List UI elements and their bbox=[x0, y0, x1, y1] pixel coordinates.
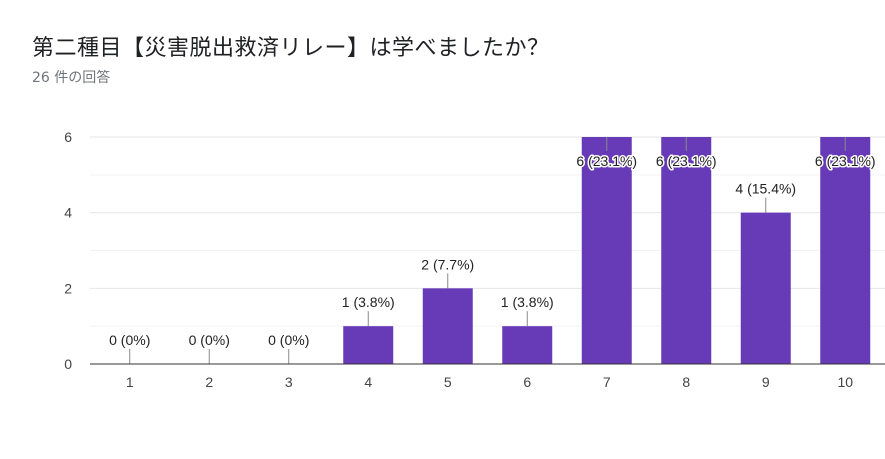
y-tick-label: 4 bbox=[64, 205, 72, 221]
x-tick-label: 6 bbox=[523, 374, 531, 390]
data-label: 0 (0%) bbox=[268, 332, 309, 348]
bar bbox=[740, 212, 791, 364]
data-label: 0 (0%) bbox=[189, 332, 230, 348]
chart-title: 第二種目【災害脱出救済リレー】は学べましたか？ bbox=[32, 36, 550, 61]
x-tick-label: 2 bbox=[205, 374, 213, 390]
bar bbox=[661, 137, 712, 364]
x-tick-label: 10 bbox=[837, 374, 853, 390]
data-label: 2 (7.7%) bbox=[421, 256, 474, 272]
x-tick-label: 4 bbox=[364, 374, 372, 390]
x-tick-label: 8 bbox=[682, 374, 690, 390]
data-label: 0 (0%) bbox=[109, 332, 150, 348]
response-count: 26 件の回答 bbox=[32, 70, 111, 86]
x-tick-label: 1 bbox=[126, 374, 134, 390]
y-tick-label: 6 bbox=[64, 129, 72, 145]
x-tick-label: 5 bbox=[444, 374, 452, 390]
x-tick-label: 9 bbox=[762, 374, 770, 390]
data-label: 1 (3.8%) bbox=[342, 294, 395, 310]
data-label: 6 (23.1%) bbox=[576, 153, 637, 169]
data-label: 1 (3.8%) bbox=[501, 294, 554, 310]
bar bbox=[422, 288, 473, 364]
bar bbox=[502, 326, 553, 364]
x-tick-label: 3 bbox=[285, 374, 293, 390]
bar bbox=[343, 326, 394, 364]
bar bbox=[581, 137, 632, 364]
y-tick-label: 0 bbox=[64, 356, 72, 372]
x-tick-label: 7 bbox=[603, 374, 611, 390]
y-tick-label: 2 bbox=[64, 280, 72, 296]
data-label: 6 (23.1%) bbox=[656, 153, 717, 169]
data-label: 4 (15.4%) bbox=[735, 181, 796, 197]
data-label: 6 (23.1%) bbox=[815, 153, 876, 169]
bar bbox=[820, 137, 871, 364]
